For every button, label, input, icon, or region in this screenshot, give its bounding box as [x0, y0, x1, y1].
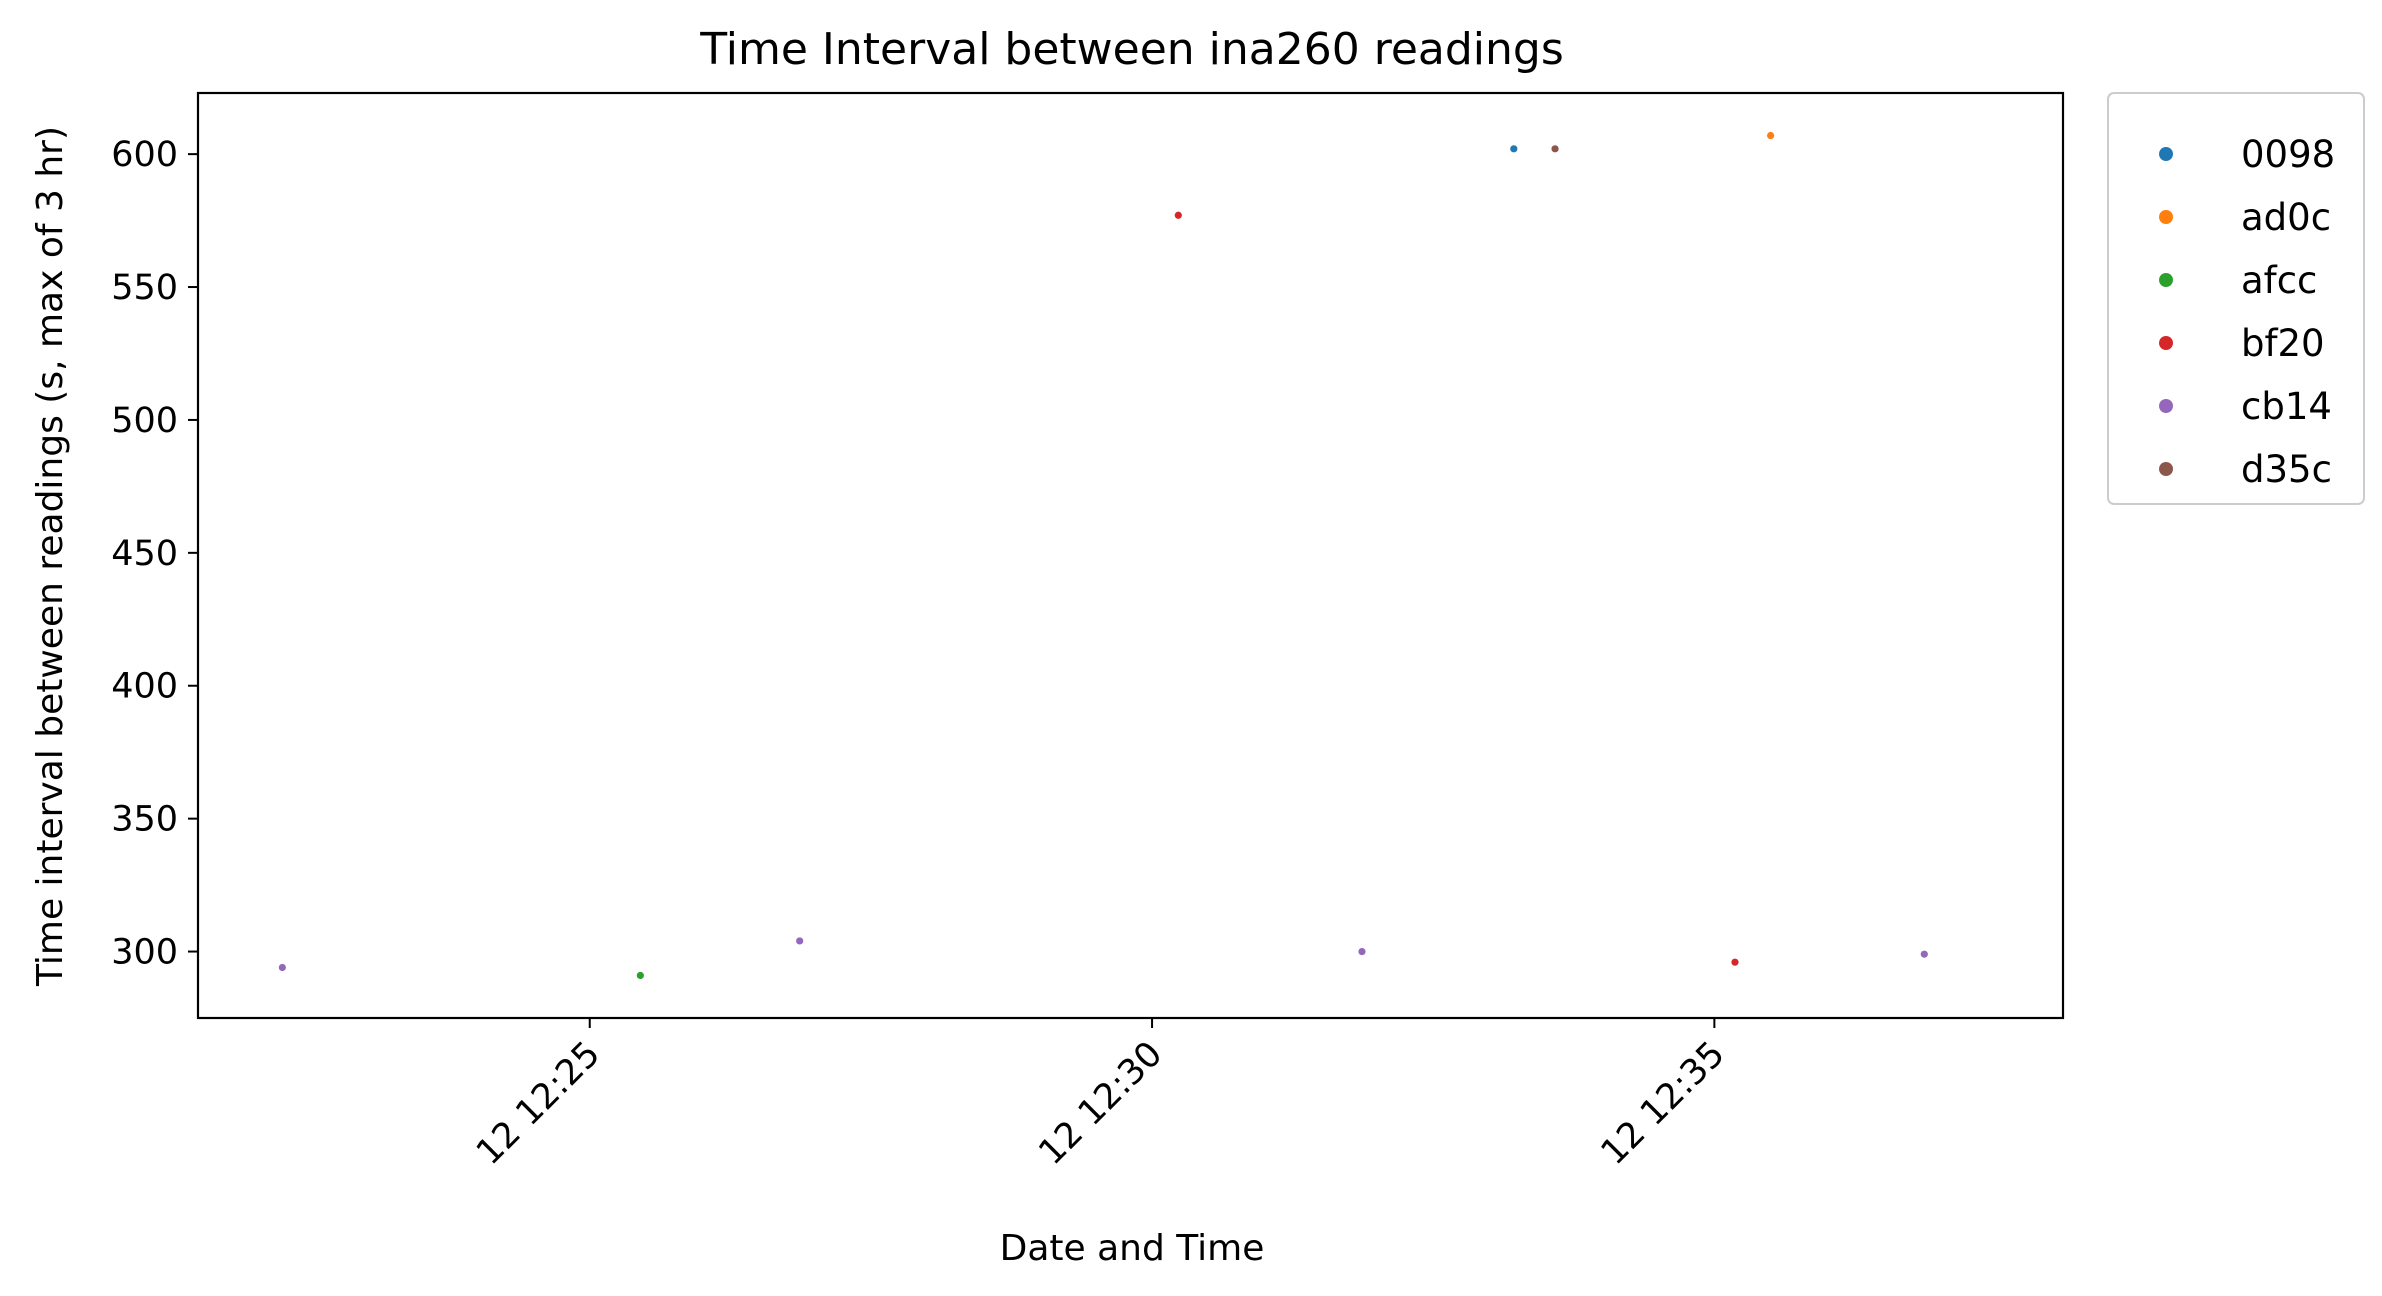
x-axis-label: Date and Time [1000, 1228, 1265, 1269]
legend-box [2107, 92, 2365, 505]
y-tick-label: 600 [111, 135, 178, 175]
chart-title: Time Interval between ina260 readings [699, 24, 1564, 75]
y-axis: 300 350 400 450 500 550 600 [111, 135, 198, 973]
x-tick-label: 12 12:30 [1031, 1034, 1170, 1173]
point-ad0c [1766, 131, 1775, 140]
y-tick-label: 400 [111, 667, 178, 707]
point-bf20 [1174, 211, 1182, 219]
y-tick-label: 300 [111, 933, 178, 973]
legend-label-ad0c: ad0c [2241, 196, 2331, 239]
legend-marker-ad0c [2159, 210, 2173, 224]
point-cb14 [1920, 950, 1928, 958]
y-tick-label: 350 [111, 800, 178, 840]
y-tick-label: 550 [111, 268, 178, 308]
y-tick-label: 450 [111, 534, 178, 574]
y-tick-label: 500 [111, 401, 178, 441]
point-cb14 [1358, 947, 1366, 956]
plot-area-frame [196, 91, 2065, 1020]
x-tick-label: 12 12:35 [1594, 1034, 1733, 1173]
legend[interactable]: 0098 ad0c afcc bf20 cb14 d35c [2107, 92, 2365, 505]
x-axis: 12 12:25 12 12:30 12 12:35 [469, 1018, 1733, 1173]
point-0098 [1510, 145, 1518, 153]
plot-marks [278, 131, 1928, 980]
legend-label-afcc: afcc [2241, 259, 2317, 302]
legend-marker-0098 [2159, 147, 2173, 161]
legend-marker-bf20 [2159, 336, 2173, 350]
legend-marker-d35c [2159, 462, 2173, 476]
legend-label-bf20: bf20 [2241, 322, 2325, 365]
legend-marker-afcc [2159, 273, 2173, 287]
point-cb14 [796, 937, 804, 945]
point-afcc [636, 971, 644, 980]
legend-label-cb14: cb14 [2241, 385, 2332, 428]
y-axis-label: Time interval between readings (s, max o… [30, 126, 71, 987]
legend-label-d35c: d35c [2241, 448, 2332, 491]
legend-label-0098: 0098 [2241, 133, 2335, 176]
point-bf20 [1731, 958, 1739, 966]
point-cb14 [278, 963, 286, 972]
x-tick-label: 12 12:25 [469, 1034, 608, 1173]
point-d35c [1551, 145, 1559, 153]
legend-marker-cb14 [2159, 399, 2173, 413]
